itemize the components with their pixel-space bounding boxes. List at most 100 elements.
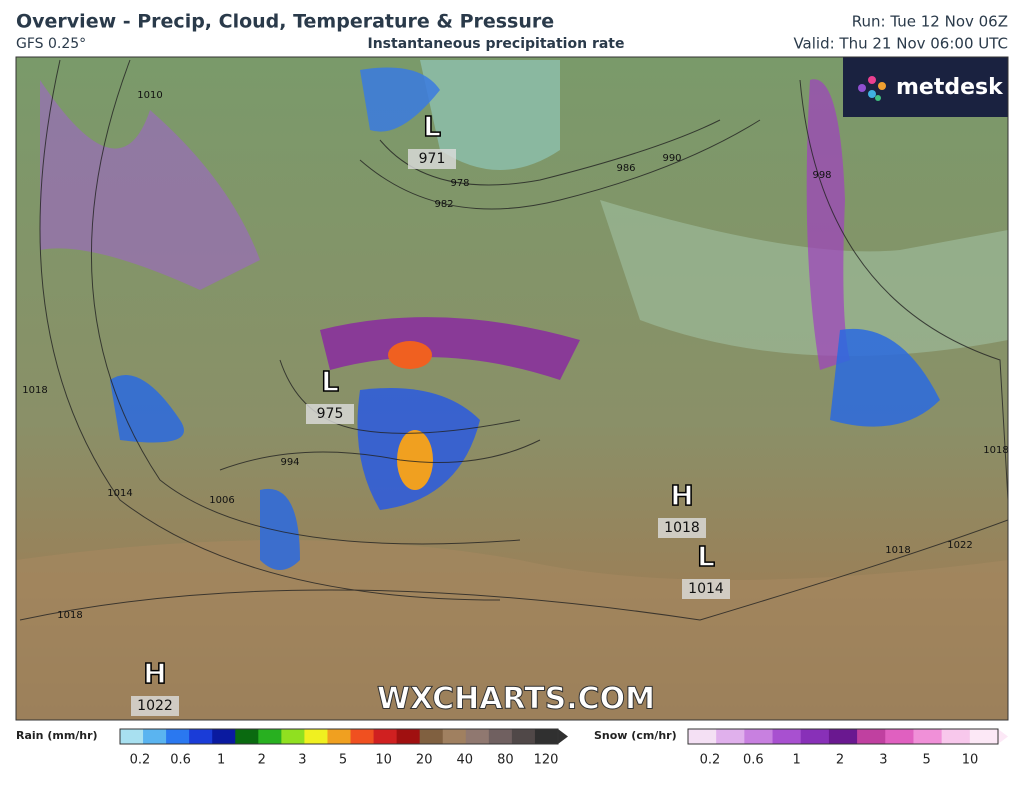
watermark: WXCHARTS.COM xyxy=(377,682,655,717)
pressure-box xyxy=(658,518,706,538)
rain-area xyxy=(260,488,300,570)
pressure-value: 975 xyxy=(317,406,344,422)
subtitle: Instantaneous precipitation rate xyxy=(368,36,625,52)
legend-swatch xyxy=(772,729,802,744)
pressure-value: 1022 xyxy=(137,698,173,714)
legend-swatch xyxy=(442,729,467,744)
legend-tick-label: 40 xyxy=(457,753,474,768)
scandinavia xyxy=(420,60,560,170)
desert xyxy=(16,540,1008,720)
isobars xyxy=(19,59,1008,621)
legend-tick-label: 3 xyxy=(879,753,887,768)
isobar xyxy=(379,119,721,186)
rain-area xyxy=(830,328,940,427)
legend-swatch xyxy=(534,729,559,744)
legend-swatch xyxy=(350,729,375,744)
legend-swatch xyxy=(913,729,943,744)
isobar-label: 1018 xyxy=(22,385,47,396)
legend-tick-label: 2 xyxy=(258,753,266,768)
isobar-label: 1018 xyxy=(57,610,82,621)
pressure-value: 971 xyxy=(419,151,446,167)
legend-swatch xyxy=(189,729,213,744)
legend-swatch xyxy=(488,729,513,744)
legend-tick-label: 10 xyxy=(375,753,392,768)
map-frame xyxy=(15,56,1009,721)
legend-swatch xyxy=(396,729,421,744)
legend-swatch xyxy=(304,729,328,744)
legend-arrow xyxy=(558,729,568,744)
isobar-label: 1010 xyxy=(137,90,162,101)
rain-area xyxy=(360,67,440,132)
pressure-value: 1014 xyxy=(688,581,724,597)
pressure-symbol: L xyxy=(697,540,715,573)
rain-core xyxy=(388,341,432,369)
legend-swatch xyxy=(465,729,490,744)
isobar-label: 982 xyxy=(434,199,453,210)
isobar-label: 1006 xyxy=(209,495,234,506)
isobar-label: 978 xyxy=(450,178,469,189)
pressure-box xyxy=(408,149,456,169)
snow-area xyxy=(806,79,850,371)
pressure-symbol: L xyxy=(423,110,441,143)
legend-tick-label: 1 xyxy=(217,753,225,768)
pressure-symbol: L xyxy=(321,365,339,398)
isobar-label: 998 xyxy=(812,170,831,181)
legend-swatch xyxy=(143,729,167,744)
pressure-value: 1018 xyxy=(664,520,700,536)
legend-tick-label: 10 xyxy=(962,753,979,768)
isobar xyxy=(39,59,501,601)
legend-swatch xyxy=(716,729,745,744)
map: L 971 L 975 H 1018 L 1014 H 1022 1010 978 982 986 990… xyxy=(16,57,1008,720)
isobar-label: 986 xyxy=(616,163,635,174)
legend-swatch xyxy=(688,729,717,744)
legend-tick-label: 0.2 xyxy=(130,753,151,768)
legend-swatch xyxy=(166,729,190,744)
legend-tick-label: 0.2 xyxy=(700,753,721,768)
pressure-box xyxy=(682,579,730,599)
isobar-label: 1018 xyxy=(885,545,910,556)
legend-swatch xyxy=(258,729,282,744)
pressure-box xyxy=(131,696,179,716)
rain-core xyxy=(397,430,433,490)
isobar-label: 1022 xyxy=(947,540,972,551)
logo-icon xyxy=(858,76,886,101)
legend-tick-label: 20 xyxy=(416,753,433,768)
isobar xyxy=(279,359,521,434)
legend-tick-label: 0.6 xyxy=(743,753,764,768)
pressure-symbol: H xyxy=(143,657,166,690)
cloud xyxy=(600,200,1008,356)
legend-tick-label: 3 xyxy=(298,753,306,768)
pressure-symbol: H xyxy=(670,479,693,512)
isobar xyxy=(219,439,541,471)
legend-arrow xyxy=(998,729,1008,744)
isobar-label: 990 xyxy=(662,153,681,164)
rain-area xyxy=(110,375,184,443)
isobar xyxy=(799,79,1008,501)
legend-tick-label: 80 xyxy=(497,753,514,768)
run: Run: Tue 12 Nov 06Z xyxy=(852,13,1008,31)
legend-tick-label: 5 xyxy=(923,753,931,768)
valid: Valid: Thu 21 Nov 06:00 UTC xyxy=(793,35,1008,53)
isobar-label: 994 xyxy=(280,457,299,468)
legend-swatch xyxy=(419,729,444,744)
isobar-label: 1014 xyxy=(107,488,132,499)
logo: metdesk xyxy=(896,75,1004,100)
model: GFS 0.25° xyxy=(16,36,86,52)
rain-legend-title: Rain (mm/hr) xyxy=(16,729,98,742)
isobar xyxy=(359,119,761,210)
legend-swatch xyxy=(235,729,259,744)
legend-swatch xyxy=(511,729,536,744)
legend-swatch xyxy=(373,729,398,744)
legend-swatch xyxy=(281,729,305,744)
legend-swatch xyxy=(969,729,999,744)
legend-frame xyxy=(687,728,999,745)
legend-tick-label: 0.6 xyxy=(170,753,191,768)
legend-swatch xyxy=(212,729,236,744)
legend-swatch xyxy=(857,729,886,744)
pressure-box xyxy=(306,404,354,424)
legend-swatch xyxy=(120,729,144,744)
legend-tick-label: 1 xyxy=(793,753,801,768)
isobar xyxy=(91,59,521,545)
legend-swatch xyxy=(327,729,352,744)
